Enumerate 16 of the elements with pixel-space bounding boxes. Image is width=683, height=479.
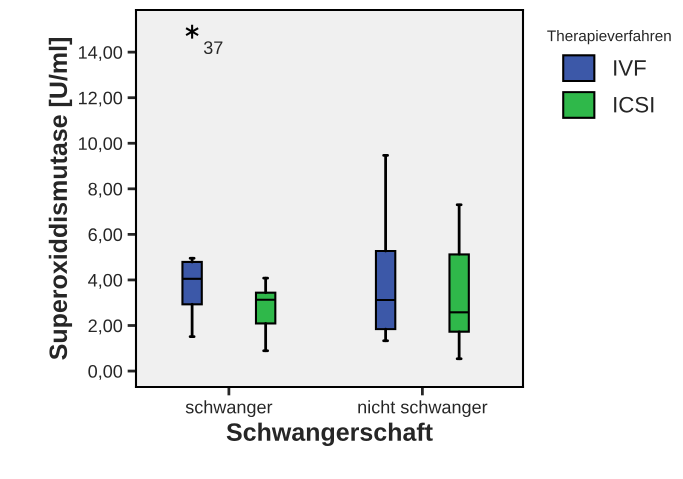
y-tick-label: 2,00 (88, 319, 122, 334)
y-tick-label: 8,00 (88, 182, 122, 198)
x-axis-title: Schwangerschaft (226, 422, 433, 446)
y-axis-title: Superoxiddismutase [U/ml] (48, 38, 72, 360)
x-tick-label: nicht schwanger (358, 400, 488, 418)
y-tick-label: 0,00 (88, 364, 122, 380)
legend-label: IVF (614, 60, 646, 76)
y-tick-label: 4,00 (88, 274, 122, 289)
y-tick-label: 6,00 (88, 228, 122, 244)
x-tick-label: schwanger (186, 400, 272, 418)
y-tick-label: 10,00 (79, 137, 122, 152)
legend-label: ICSI (614, 96, 654, 113)
y-tick-label: 14,00 (79, 46, 122, 61)
annotation: 37 (204, 41, 222, 54)
legend-title: Therapieverfahren (547, 30, 671, 44)
y-tick-label: 12,00 (79, 92, 122, 107)
